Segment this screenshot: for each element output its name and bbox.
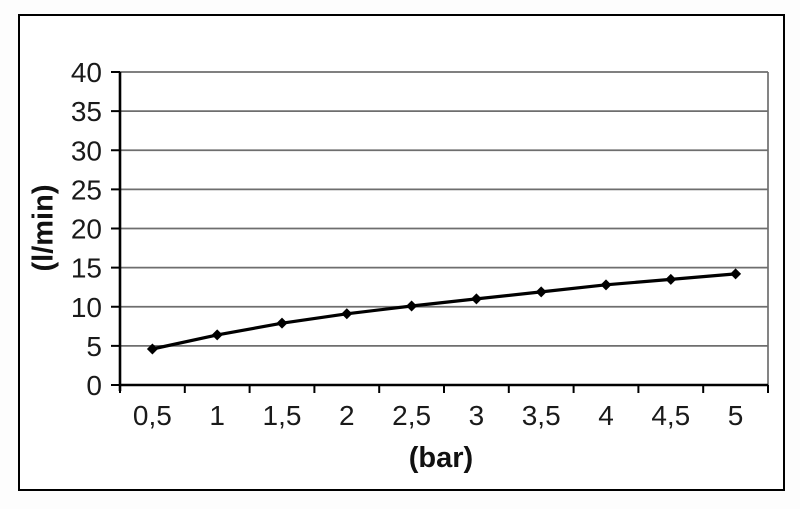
y-tick-label-20: 20 xyxy=(71,214,102,245)
data-point-marker-2,5 xyxy=(406,300,418,312)
series-line xyxy=(150,272,738,351)
y-tick-label-0: 0 xyxy=(86,370,102,401)
x-tick-label-2: 2 xyxy=(339,400,355,431)
x-tick-label-2,5: 2,5 xyxy=(392,400,431,431)
y-tick-label-5: 5 xyxy=(86,331,102,362)
x-tick-label-4: 4 xyxy=(598,400,614,431)
data-point-marker-3,5 xyxy=(535,286,547,298)
data-point-marker-2 xyxy=(341,308,353,320)
data-point-marker-5 xyxy=(730,268,742,280)
x-tick-label-3,5: 3,5 xyxy=(522,400,561,431)
x-tick-label-3: 3 xyxy=(469,400,485,431)
y-tick-label-30: 30 xyxy=(71,135,102,166)
data-point-marker-1 xyxy=(211,329,223,341)
y-tick-label-15: 15 xyxy=(71,253,102,284)
x-tick-label-0,5: 0,5 xyxy=(133,400,172,431)
x-tick-label-4,5: 4,5 xyxy=(651,400,690,431)
x-tick-label-5: 5 xyxy=(728,400,744,431)
y-tick-label-10: 10 xyxy=(71,292,102,323)
y-tick-label-40: 40 xyxy=(71,57,102,88)
x-tick-label-1: 1 xyxy=(209,400,225,431)
y-axis-title: (l/min) xyxy=(27,184,60,272)
y-tick-label-35: 35 xyxy=(71,96,102,127)
x-tick-label-1,5: 1,5 xyxy=(263,400,302,431)
data-point-marker-4 xyxy=(600,279,612,291)
data-point-marker-1,5 xyxy=(276,317,288,329)
data-point-marker-3 xyxy=(470,293,482,305)
x-axis-title: (bar) xyxy=(408,442,474,474)
data-point-marker-4,5 xyxy=(665,273,677,285)
y-tick-label-25: 25 xyxy=(71,174,102,205)
data-point-marker-0,5 xyxy=(146,343,158,355)
chart-frame xyxy=(18,14,785,491)
